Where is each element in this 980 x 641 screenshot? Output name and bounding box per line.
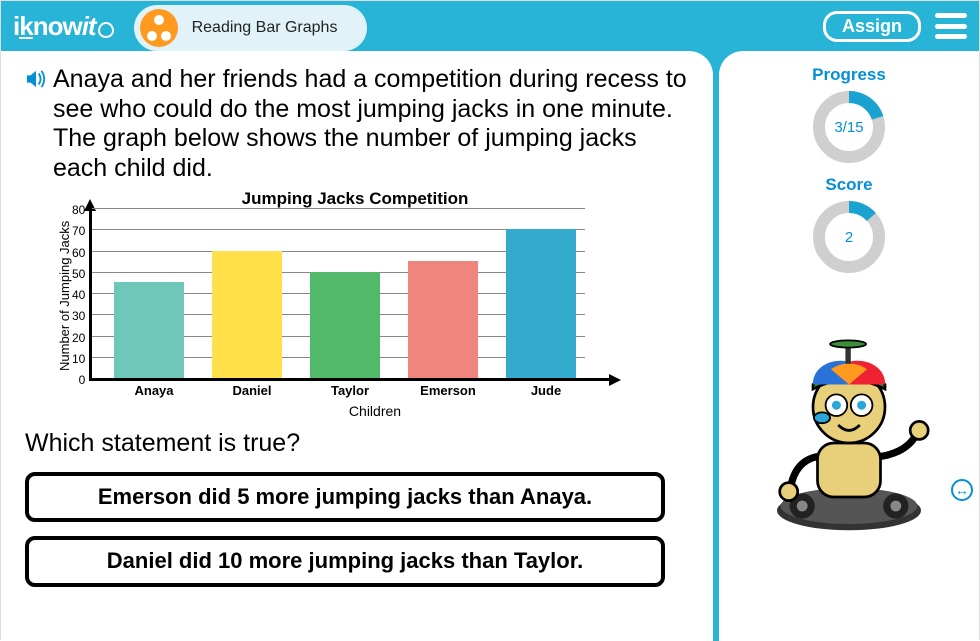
- chart-xlabel: Children: [95, 403, 655, 419]
- xtick: Anaya: [119, 383, 189, 398]
- xtick: Taylor: [315, 383, 385, 398]
- chart-yticks: 01020304050607080: [72, 210, 89, 380]
- progress-label: Progress: [729, 65, 969, 85]
- speaker-icon[interactable]: [25, 69, 47, 95]
- assign-button[interactable]: Assign: [823, 11, 921, 42]
- chart-title: Jumping Jacks Competition: [55, 189, 655, 209]
- logo[interactable]: iknowit: [13, 11, 114, 42]
- question-text: Anaya and her friends had a competition …: [53, 65, 689, 183]
- robot-mascot: [759, 335, 939, 533]
- menu-icon[interactable]: [935, 13, 967, 39]
- xtick: Daniel: [217, 383, 287, 398]
- progress-text: 3/15: [811, 89, 887, 165]
- bar-anaya: [114, 282, 184, 378]
- topic-icon: [140, 9, 178, 47]
- score-label: Score: [729, 175, 969, 195]
- answer-option-1[interactable]: Emerson did 5 more jumping jacks than An…: [25, 472, 665, 522]
- sub-question: Which statement is true?: [25, 429, 689, 458]
- answer-option-2[interactable]: Daniel did 10 more jumping jacks than Ta…: [25, 536, 665, 586]
- score-text: 2: [811, 199, 887, 275]
- bar-emerson: [408, 261, 478, 378]
- bar-chart: Jumping Jacks Competition Number of Jump…: [55, 189, 655, 419]
- bar-taylor: [310, 272, 380, 378]
- bar-daniel: [212, 251, 282, 379]
- collapse-sidebar-icon[interactable]: ↔: [951, 479, 973, 501]
- topic-title: Reading Bar Graphs: [192, 19, 338, 37]
- xtick: Emerson: [413, 383, 483, 398]
- chart-ylabel: Number of Jumping Jacks: [55, 211, 72, 381]
- progress-ring: 3/15: [811, 89, 887, 165]
- xtick: Jude: [511, 383, 581, 398]
- question-panel: Anaya and her friends had a competition …: [1, 51, 713, 641]
- score-ring: 2: [811, 199, 887, 275]
- bar-jude: [506, 229, 576, 378]
- sidebar: Progress 3/15 Score 2: [719, 51, 979, 641]
- topic-pill[interactable]: Reading Bar Graphs: [134, 5, 368, 51]
- chart-plot: [89, 211, 609, 381]
- header-bar: iknowit Reading Bar Graphs Assign: [1, 1, 979, 51]
